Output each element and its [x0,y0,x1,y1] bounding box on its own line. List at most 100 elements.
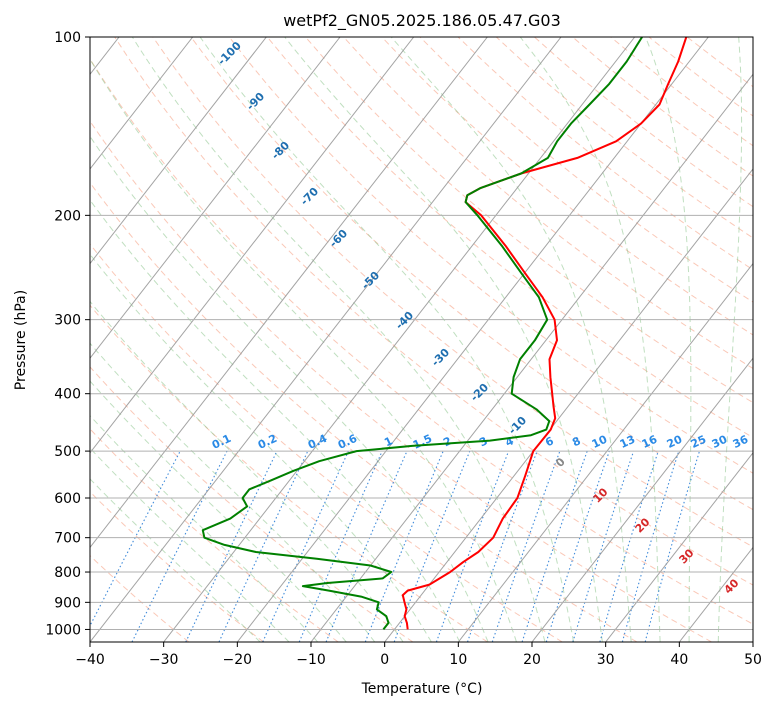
mixing-ratio-label: 30 [710,433,730,451]
moist-adiabat-line [131,37,546,642]
mixing-ratio-line [572,450,635,642]
mixing-ratio-label: 10 [590,433,610,451]
x-tick-label: 30 [597,652,615,668]
x-tick-label: −20 [223,652,253,668]
mixing-ratio-line [545,450,610,642]
chart-title: wetPf2_GN05.2025.186.05.47.G03 [283,11,561,31]
isotherm-line [605,451,753,642]
y-axis-label: Pressure (hPa) [13,290,29,390]
dry-adiabat-line [381,37,753,336]
x-axis-label: Temperature (°C) [361,681,483,697]
moist-adiabat-line [645,37,692,642]
mixing-ratio-line [262,450,349,642]
temperature-profile-line [401,37,688,630]
y-tick-label: 1000 [45,622,81,638]
moist-adiabat-label: 10 [591,485,611,505]
dry-adiabat-line [305,37,753,404]
mixing-ratio-label: 2 [441,434,453,449]
moist-adiabat-line [284,37,603,642]
moist-adiabat-label: 30 [677,546,697,566]
mixing-ratio-label: 25 [689,433,708,451]
moist-adiabat-line [199,37,575,642]
y-tick-label: 600 [54,491,81,507]
mixing-ratio-line [621,450,680,642]
dry-adiabat-line [90,120,712,642]
isotherm-line [310,73,753,642]
y-tick-label: 800 [54,565,81,581]
isotherm-label: -100 [215,39,244,68]
isotherm-line [752,641,753,642]
moist-adiabat-label: 40 [722,576,742,596]
mixing-ratio-line [521,450,588,642]
moist-adiabat-line [90,135,489,642]
y-tick-label: 400 [54,387,81,403]
mixing-ratio-label: 0.4 [306,432,329,452]
isotherm-line [90,37,488,549]
isotherm-line [90,37,341,359]
isotherm-line [90,37,194,170]
moist-adiabat-line [90,253,432,642]
moist-adiabat-line [90,447,290,642]
moist-adiabat-line [90,414,319,642]
moist-adiabat-line [90,342,376,642]
moist-adiabat-label: 20 [633,515,653,535]
dry-adiabat-line [228,37,753,474]
x-tick-label: 40 [670,652,688,668]
mixing-ratio-line [644,450,701,642]
isotherm-line [384,168,753,642]
dry-adiabat-line [90,243,563,642]
y-tick-label: 500 [54,444,81,460]
dry-adiabat-line [114,37,753,586]
dry-adiabat-line [90,181,638,642]
x-tick-label: −30 [149,652,179,668]
moist-adiabat-line [390,37,632,642]
x-tick-label: 20 [523,652,541,668]
isotherm-line [531,357,753,642]
moist-adiabat-line [717,37,743,642]
dry-adiabat-line [190,37,753,511]
isotherm-label: -80 [269,139,292,162]
mixing-ratio-label: 0.2 [256,432,279,452]
mixing-ratio-line [298,450,383,642]
isotherm-label: -90 [244,90,267,113]
x-tick-label: −40 [75,652,105,668]
dry-adiabat-line [90,491,264,642]
isotherm-label: -70 [298,185,321,208]
isotherm-label: -60 [327,227,350,250]
isotherm-line [236,37,709,642]
dry-adiabat-line [90,58,753,625]
isotherm-label: -30 [429,346,452,369]
dry-adiabat-line [266,37,753,439]
x-tick-label: 10 [449,652,467,668]
dry-adiabat-line [343,37,753,370]
mixing-ratio-label: 0.6 [336,432,359,452]
dry-adiabat-line [90,554,190,642]
mixing-ratio-line [131,450,228,642]
dry-adiabat-line [90,428,339,642]
moist-adiabat-line [90,199,461,642]
moist-adiabat-label: 0 [553,455,568,470]
isotherm-line [90,37,562,642]
plot-frame [89,36,754,643]
dry-adiabat-line [534,37,753,208]
mixing-ratio-line [435,450,510,642]
isotherm-line [90,37,415,454]
mixing-ratio-line [466,450,538,642]
dewpoint-profile-line [201,37,643,631]
x-tick-label: 50 [744,652,762,668]
mixing-ratio-line [364,450,444,642]
y-tick-label: 300 [54,313,81,329]
y-tick-label: 900 [54,595,81,611]
isotherm-label: -20 [468,381,491,404]
mixing-ratio-label: 36 [731,433,751,451]
mixing-ratio-line [90,450,181,628]
isotherm-label: -40 [393,309,416,332]
x-tick-label: −10 [296,652,326,668]
y-tick-label: 700 [54,531,81,547]
isotherm-line [90,37,267,265]
dry-adiabat-line [686,37,753,88]
mixing-ratio-label: 1.5 [411,432,434,452]
y-tick-label: 200 [54,208,81,224]
mixing-ratio-label: 13 [618,433,637,451]
isotherm-line [163,37,636,642]
